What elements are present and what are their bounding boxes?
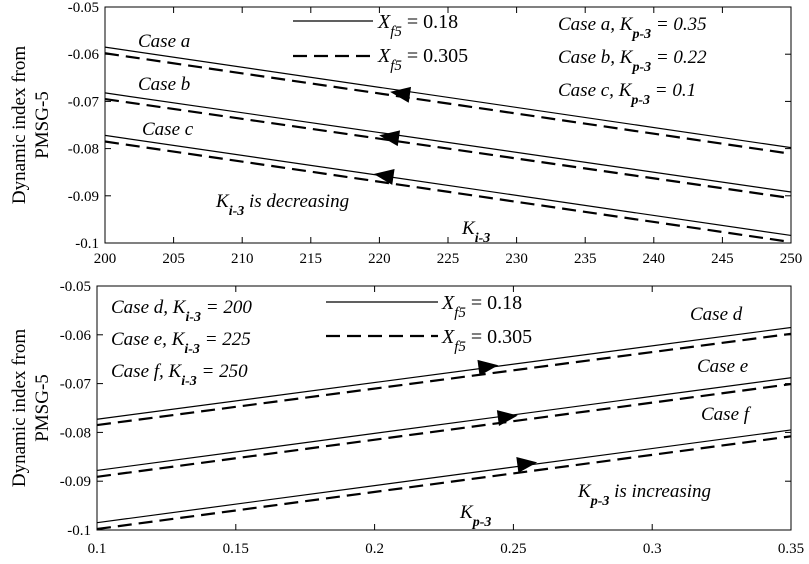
panel1-y-tick-label: -0.09 [68,189,99,205]
panel1-direction-arrow-2 [379,130,401,147]
panel1-case-label-1: Case a [138,31,190,52]
panel1-series-line-case-a-solid [104,46,792,149]
panel2-case-param-2: Case e, Ki-3 = 225 [111,329,251,357]
panel2-series-line-case-d-dashed [96,332,792,427]
panel1-case-label-2: Case b [138,74,190,95]
panel2-series-line-case-e-dashed [96,382,792,478]
panel1-series-line-case-a-dashed [104,52,792,155]
panel1-y-axis-label-line: PMSG-5 [32,91,53,159]
panel2-x-tick-label: 0.15 [223,541,249,557]
panel2-direction-arrow-2 [496,410,518,427]
panel2-series-line-case-f-dashed [96,435,792,531]
panel2-plot-frame [96,285,792,531]
panel1-x-tick-label: 210 [231,251,254,267]
panel1-y-tick-label: -0.07 [68,94,100,110]
panel2-x-tick-label: 0.35 [778,541,804,557]
panel2-y-tick-label: -0.06 [60,328,92,344]
panel2-y-axis-label-line: PMSG-5 [32,374,53,442]
panel1-series-line-case-c-dashed [104,140,792,244]
panel1-plot-frame [104,6,792,244]
panel2-y-tick-label: -0.08 [60,425,91,441]
panel1-x-tick-label: 220 [368,251,391,267]
panel1-x-tick-label: 235 [574,251,597,267]
panel2-series-line-case-e-solid [96,377,792,472]
panel1-series-line-case-c-solid [104,134,792,237]
panel1-direction-arrow-1 [390,86,412,103]
panel1-x-tick-label: 205 [162,251,185,267]
panel1-case-param-2: Case b, Kp-3 = 0.22 [558,47,707,75]
panel1-legend-label-solid: Xf5 = 0.18 [377,11,458,40]
panel1-x-tick-label: 240 [643,251,666,267]
panel1-y-tick-label: -0.06 [68,47,100,63]
panel2-x-tick-label: 0.3 [643,541,662,557]
panel1-trend-note: Ki-3 is decreasing [215,191,349,219]
panel1-y-axis-label-line: Dynamic index from [9,46,30,205]
panel1-y-tick-label: -0.08 [68,142,99,158]
panel2-series-line-case-d-solid [96,326,792,420]
panel2-y-tick-label: -0.07 [60,377,92,393]
panel1-series-line-case-b-solid [104,92,792,193]
panel1-x-tick-label: 200 [94,251,117,267]
panel2-y-tick-label: -0.09 [60,474,91,490]
panel1-y-tick-label: -0.1 [75,236,99,252]
panel2-case-label-1: Case d [690,304,743,325]
panel1-direction-arrow-3 [373,169,395,185]
panel1-y-tick-label: -0.05 [68,0,99,16]
panel2-case-label-2: Case e [697,356,748,377]
panel2-direction-arrow-1 [477,359,499,376]
panel2-y-axis-label-line: Dynamic index from [9,329,30,488]
panel1-case-param-1: Case a, Kp-3 = 0.35 [558,14,707,42]
panel1-x-tick-label: 230 [505,251,528,267]
panel1-x-axis-label: Ki-3 [461,218,490,246]
panel2-x-tick-label: 0.1 [88,541,107,557]
panel1-x-tick-label: 245 [711,251,734,267]
panel2-trend-note: Kp-3 is increasing [577,481,711,509]
panel2-legend-label-dashed: Xf5 = 0.305 [441,326,532,355]
panel2-series-line-case-f-solid [96,429,792,524]
panel2-direction-arrow-3 [516,457,538,473]
panel1-case-param-3: Case c, Kp-3 = 0.1 [558,80,696,108]
panel1-case-label-3: Case c [142,119,194,140]
panel1-x-tick-label: 250 [780,251,803,267]
panel2-x-tick-label: 0.25 [500,541,526,557]
panel2-case-param-3: Case f, Ki-3 = 250 [111,361,248,389]
panel2-y-tick-label: -0.1 [67,523,91,539]
panel2-x-tick-label: 0.2 [365,541,384,557]
panel2-x-axis-label: Kp-3 [459,502,491,530]
panel1-series-line-case-b-dashed [104,97,792,200]
panel1-x-tick-label: 225 [437,251,460,267]
panel1-x-tick-label: 215 [300,251,323,267]
panel2-case-label-3: Case f [701,404,752,425]
panel2-case-param-1: Case d, Ki-3 = 200 [111,297,252,325]
panel2-y-tick-label: -0.05 [60,279,91,295]
panel1-legend-label-dashed: Xf5 = 0.305 [377,45,468,74]
panel2-legend-label-solid: Xf5 = 0.18 [441,292,522,321]
